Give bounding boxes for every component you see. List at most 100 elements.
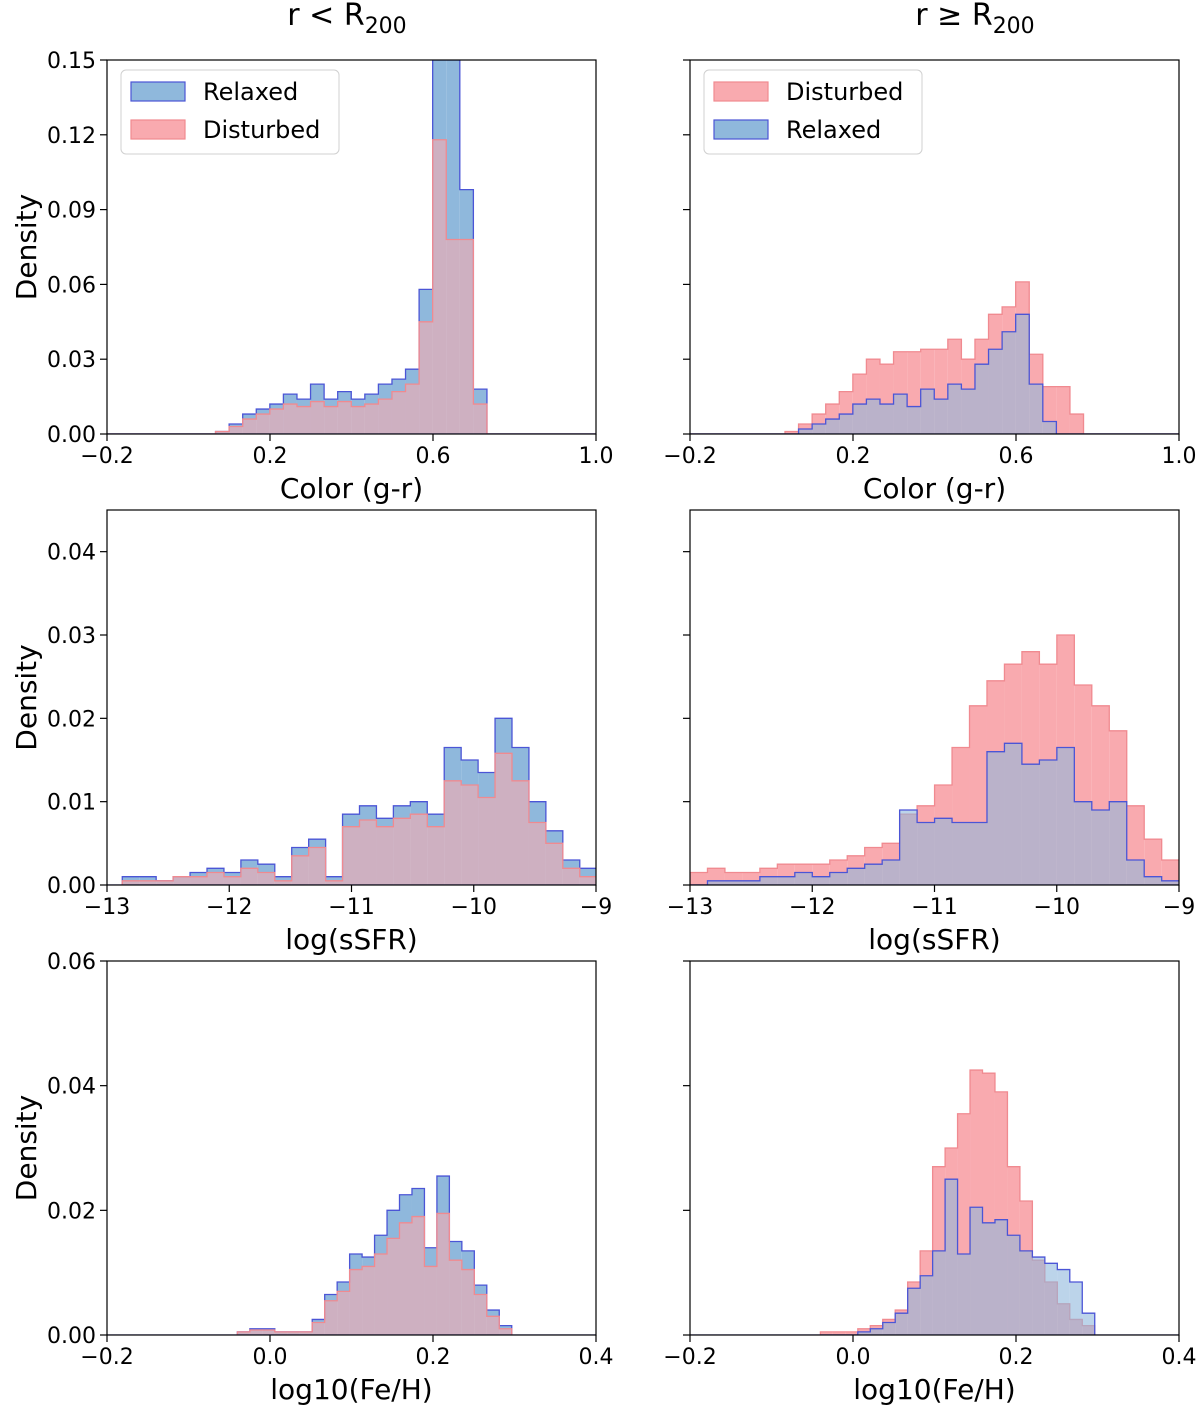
bar-disturbed-11 <box>374 1253 388 1335</box>
legend-swatch-disturbed <box>130 119 186 140</box>
bar-disturbed-25 <box>446 239 460 434</box>
bar-relaxed-4 <box>870 1328 883 1335</box>
bar-relaxed-24 <box>1015 314 1030 434</box>
bar-relaxed-17 <box>920 389 935 434</box>
x-tick-label: 1.0 <box>579 444 614 469</box>
x-tick-label: 0.6 <box>999 444 1034 469</box>
x-tick-label: −10 <box>451 895 497 920</box>
step-outline-relaxed <box>690 742 1179 885</box>
plot-area <box>690 281 1179 434</box>
bar-disturbed-17 <box>337 401 352 434</box>
bar-disturbed-15 <box>424 1266 437 1335</box>
bar-relaxed-14 <box>879 404 894 434</box>
bar-disturbed-10 <box>242 419 257 434</box>
bar-disturbed-18 <box>351 406 365 434</box>
x-tick-label: −12 <box>789 895 835 920</box>
bar-disturbed-14 <box>296 406 311 434</box>
bar-disturbed-28 <box>1069 414 1084 434</box>
bar-disturbed-13 <box>342 826 360 885</box>
y-axis-label: Density <box>10 644 43 750</box>
bar-disturbed-19 <box>444 780 462 885</box>
bar-disturbed-19 <box>474 1294 487 1335</box>
plot-area <box>107 1175 596 1335</box>
x-tick-label: 0.2 <box>416 1345 451 1370</box>
bar-disturbed-6 <box>312 1322 325 1335</box>
plot-area <box>107 60 596 434</box>
bar-relaxed-21 <box>974 364 989 434</box>
bar-disturbed-20 <box>378 399 392 434</box>
y-tick-label: 0.03 <box>47 348 96 373</box>
y-tick-label: 0.00 <box>47 874 96 899</box>
series-relaxed <box>690 742 1179 885</box>
step-outline-relaxed <box>121 717 596 885</box>
y-tick-label: 0.12 <box>47 124 96 149</box>
bar-disturbed-17 <box>449 1260 462 1335</box>
bar-disturbed-2 <box>262 1330 275 1335</box>
step-outline-relaxed <box>690 313 1179 434</box>
bar-relaxed-17 <box>1032 1257 1045 1335</box>
bar-relaxed-19 <box>1057 1269 1070 1335</box>
bar-disturbed-20 <box>461 785 479 885</box>
bar-disturbed-1 <box>832 1331 846 1335</box>
bar-disturbed-18 <box>427 826 445 885</box>
bar-relaxed-15 <box>1007 1235 1020 1335</box>
bar-disturbed-5 <box>207 872 224 885</box>
bar-relaxed-14 <box>934 818 953 885</box>
y-tick-label: 0.03 <box>47 624 96 649</box>
bar-relaxed-11 <box>882 860 900 885</box>
bar-relaxed-23 <box>1002 331 1016 434</box>
x-tick-label: −11 <box>911 895 957 920</box>
axes-frame <box>106 59 597 435</box>
series-relaxed <box>690 313 1179 434</box>
bar-disturbed-28 <box>1179 877 1196 885</box>
bar-disturbed-15 <box>376 826 394 885</box>
bar-relaxed-26 <box>1042 421 1057 434</box>
x-tick-label: 0.2 <box>836 444 871 469</box>
bar-disturbed-7 <box>324 1300 338 1335</box>
bar-disturbed-12 <box>387 1238 400 1335</box>
bar-relaxed-14 <box>994 1219 1008 1335</box>
bar-disturbed-6 <box>223 876 241 885</box>
bar-disturbed-26 <box>562 868 580 885</box>
bar-disturbed-12 <box>269 409 284 434</box>
bar-disturbed-27 <box>1056 386 1070 434</box>
bar-disturbed-23 <box>419 321 433 434</box>
bar-disturbed-26 <box>459 239 474 434</box>
bar-disturbed-10 <box>362 1266 375 1335</box>
y-tick-label: 0.04 <box>47 1075 96 1100</box>
bar-relaxed-11 <box>957 1253 971 1335</box>
bar-disturbed-3 <box>274 1331 288 1335</box>
bar-relaxed-18 <box>934 399 948 434</box>
bar-disturbed-8 <box>337 1291 350 1335</box>
bar-relaxed-8 <box>829 872 848 885</box>
bar-disturbed-13 <box>283 404 297 434</box>
bar-disturbed-10 <box>291 855 309 885</box>
x-tick-label: 0.2 <box>253 444 288 469</box>
bar-disturbed-11 <box>308 847 326 885</box>
y-tick-label: 0.00 <box>47 1324 96 1349</box>
legend-swatch-relaxed <box>713 119 769 140</box>
bar-relaxed-20 <box>1039 760 1057 885</box>
plot-area <box>690 1069 1179 1335</box>
bar-relaxed-2 <box>724 880 743 885</box>
column-title-outside-r200: r ≥ R200 <box>915 0 1034 39</box>
bar-disturbed-9 <box>274 880 292 885</box>
bar-disturbed-27 <box>579 876 596 885</box>
step-outline-disturbed <box>121 752 596 885</box>
step-outline-disturbed <box>690 281 1179 434</box>
x-tick-label: −0.2 <box>663 444 716 469</box>
bar-disturbed-0 <box>122 880 140 885</box>
x-tick-label: −13 <box>84 895 130 920</box>
bar-disturbed-0 <box>690 872 708 885</box>
bar-disturbed-8 <box>215 431 230 434</box>
panel-row3-col2: −0.2 0.0 0.2 0.4 log10(Fe/H) <box>663 960 1197 1406</box>
bar-relaxed-20 <box>961 389 975 434</box>
bar-relaxed-21 <box>1082 1313 1095 1335</box>
legend: Relaxed Disturbed <box>120 69 340 155</box>
step-outline-disturbed <box>690 634 1179 885</box>
x-tick-label: −0.2 <box>80 1345 133 1370</box>
legend: Disturbed Relaxed <box>703 69 923 155</box>
bar-relaxed-13 <box>982 1222 995 1335</box>
bar-disturbed-21 <box>391 391 406 434</box>
